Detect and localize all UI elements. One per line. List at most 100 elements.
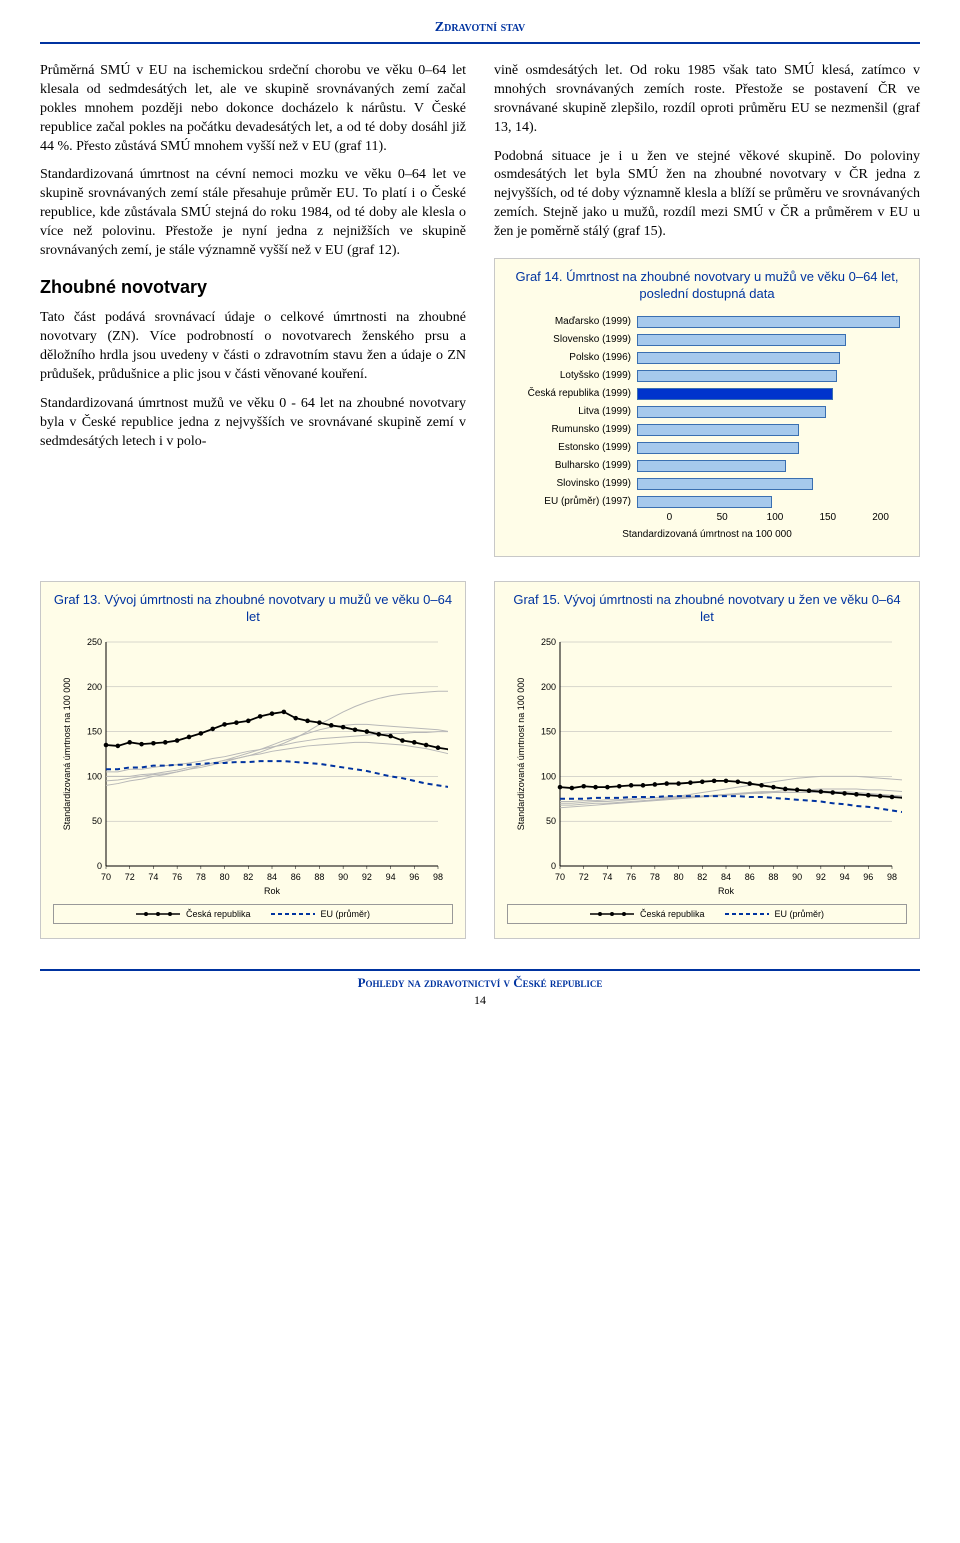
- bar-label: Lotyšsko (1999): [507, 369, 637, 383]
- legend-eu: EU (průměr): [725, 909, 825, 919]
- legend-eu-label: EU (průměr): [321, 909, 371, 919]
- svg-text:78: 78: [196, 872, 206, 882]
- paragraph: Standardizovaná úmrtnost mužů ve věku 0 …: [40, 395, 466, 452]
- svg-text:Standardizovaná úmrtnost na 10: Standardizovaná úmrtnost na 100 000: [516, 677, 526, 830]
- chart14-box: Graf 14. Úmrtnost na zhoubné novotvary u…: [494, 258, 920, 557]
- svg-text:50: 50: [92, 816, 102, 826]
- bar-row: EU (průměr) (1997): [507, 493, 907, 511]
- bar: [637, 316, 900, 328]
- svg-text:200: 200: [87, 681, 102, 691]
- bar-label: Maďarsko (1999): [507, 315, 637, 329]
- legend-cr-swatch: [136, 909, 180, 919]
- chart14-bars: Maďarsko (1999) Slovensko (1999) Polsko (1…: [507, 313, 907, 511]
- bar-row: Slovensko (1999): [507, 331, 907, 349]
- chart13-title: Graf 13. Vývoj úmrtnosti na zhoubné novo…: [53, 592, 453, 626]
- header-rule: [40, 42, 920, 44]
- bar-track: [637, 442, 907, 454]
- chart15-title: Graf 15. Vývoj úmrtnosti na zhoubné novo…: [507, 592, 907, 626]
- left-column: Průměrná SMÚ v EU na ischemickou srdeční…: [40, 62, 466, 557]
- bar-track: [637, 316, 907, 328]
- svg-text:76: 76: [172, 872, 182, 882]
- bar-row: Slovinsko (1999): [507, 475, 907, 493]
- bar: [637, 442, 799, 454]
- svg-text:92: 92: [362, 872, 372, 882]
- svg-text:98: 98: [433, 872, 443, 882]
- svg-text:90: 90: [792, 872, 802, 882]
- bar-row: Polsko (1996): [507, 349, 907, 367]
- legend-cr-label: Česká republika: [186, 909, 251, 919]
- bar-row: Lotyšsko (1999): [507, 367, 907, 385]
- bar-track: [637, 352, 907, 364]
- svg-text:78: 78: [650, 872, 660, 882]
- bar: [637, 334, 846, 346]
- svg-text:150: 150: [87, 726, 102, 736]
- footer-title: Pohledy na zdravotnictví v České republi…: [40, 975, 920, 991]
- bottom-charts-row: Graf 13. Vývoj úmrtnosti na zhoubné novo…: [40, 581, 920, 939]
- svg-text:76: 76: [626, 872, 636, 882]
- svg-text:Rok: Rok: [718, 886, 735, 896]
- svg-text:80: 80: [220, 872, 230, 882]
- chart15-legend: Česká republika EU (průměr): [507, 904, 907, 924]
- legend-eu-swatch: [271, 909, 315, 919]
- bar-track: [637, 460, 907, 472]
- svg-text:94: 94: [386, 872, 396, 882]
- bar: [637, 460, 786, 472]
- bar-row: Estonsko (1999): [507, 439, 907, 457]
- bar-label: Litva (1999): [507, 405, 637, 419]
- bar-label: Slovensko (1999): [507, 333, 637, 347]
- svg-text:0: 0: [97, 861, 102, 871]
- svg-text:84: 84: [267, 872, 277, 882]
- svg-text:84: 84: [721, 872, 731, 882]
- svg-text:200: 200: [541, 681, 556, 691]
- chart15-box: Graf 15. Vývoj úmrtnosti na zhoubné novo…: [494, 581, 920, 939]
- svg-text:88: 88: [768, 872, 778, 882]
- axis-tick: 200: [854, 511, 907, 525]
- svg-text:250: 250: [87, 637, 102, 647]
- svg-text:80: 80: [674, 872, 684, 882]
- svg-text:98: 98: [887, 872, 897, 882]
- bar-row: Maďarsko (1999): [507, 313, 907, 331]
- bar: [637, 424, 799, 436]
- svg-text:92: 92: [816, 872, 826, 882]
- bar-row: Litva (1999): [507, 403, 907, 421]
- bar: [637, 496, 772, 508]
- paragraph: Tato část podává srovnávací údaje o celk…: [40, 309, 466, 385]
- legend-cr: Česká republika: [136, 909, 251, 919]
- bar-label: Česká republika (1999): [507, 387, 637, 401]
- chart14-xlabel: Standardizovaná úmrtnost na 100 000: [507, 528, 907, 542]
- bar-label: EU (průměr) (1997): [507, 495, 637, 509]
- svg-text:Rok: Rok: [264, 886, 281, 896]
- bar-track: [637, 406, 907, 418]
- chart14-axis: 050100150200: [643, 511, 907, 525]
- svg-text:100: 100: [541, 771, 556, 781]
- axis-tick: 150: [801, 511, 854, 525]
- svg-text:250: 250: [541, 637, 556, 647]
- svg-text:74: 74: [148, 872, 158, 882]
- bar: [637, 388, 833, 400]
- bar-track: [637, 478, 907, 490]
- axis-tick: 0: [643, 511, 696, 525]
- svg-text:94: 94: [840, 872, 850, 882]
- footer-rule: [40, 969, 920, 971]
- bar-track: [637, 496, 907, 508]
- paragraph: Průměrná SMÚ v EU na ischemickou srdeční…: [40, 62, 466, 156]
- legend-eu: EU (průměr): [271, 909, 371, 919]
- svg-text:86: 86: [745, 872, 755, 882]
- paragraph: Podobná situace je i u žen ve stejné věk…: [494, 148, 920, 242]
- legend-eu-swatch: [725, 909, 769, 919]
- two-column-layout: Průměrná SMÚ v EU na ischemickou srdeční…: [40, 62, 920, 557]
- bar: [637, 406, 826, 418]
- legend-cr-label: Česká republika: [640, 909, 705, 919]
- chart13-legend: Česká republika EU (průměr): [53, 904, 453, 924]
- svg-text:90: 90: [338, 872, 348, 882]
- chart14-title: Graf 14. Úmrtnost na zhoubné novotvary u…: [507, 269, 907, 303]
- svg-text:96: 96: [863, 872, 873, 882]
- svg-text:0: 0: [551, 861, 556, 871]
- section-heading: Zhoubné novotvary: [40, 275, 466, 299]
- bar: [637, 352, 840, 364]
- bar-row: Rumunsko (1999): [507, 421, 907, 439]
- chart13-box: Graf 13. Vývoj úmrtnosti na zhoubné novo…: [40, 581, 466, 939]
- bar-label: Slovinsko (1999): [507, 477, 637, 491]
- section-header: Zdravotní stav: [40, 20, 920, 36]
- legend-eu-label: EU (průměr): [775, 909, 825, 919]
